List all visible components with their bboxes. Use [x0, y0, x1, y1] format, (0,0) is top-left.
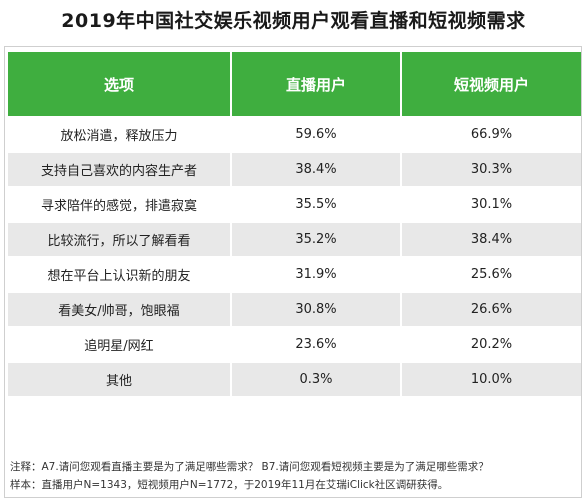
row-option: 寻求陪伴的感觉，排遣寂寞: [8, 188, 230, 221]
row-option: 放松消遣，释放压力: [8, 118, 230, 151]
header-option: 选项: [8, 52, 230, 116]
row-short-value: 30.3%: [402, 153, 581, 186]
sample-text: 样本：直播用户N=1343，短视频用户N=1772，于2019年11月在艾瑞iC…: [10, 479, 449, 491]
header-live-users: 直播用户: [232, 52, 400, 116]
row-short-value: 30.1%: [402, 188, 581, 221]
table-row: 比较流行，所以了解看看 35.2% 38.4%: [8, 223, 581, 256]
row-short-value: 26.6%: [402, 293, 581, 326]
table-row: 其他 0.3% 10.0%: [8, 363, 581, 396]
table-row: 想在平台上认识新的朋友 31.9% 25.6%: [8, 258, 581, 291]
footnotes: 注释：A7.请问您观看直播主要是为了满足哪些需求？ B7.请问您观看短视频主要是…: [10, 458, 489, 494]
row-option: 追明星/网红: [8, 328, 230, 361]
table-frame: [4, 46, 582, 498]
row-option: 想在平台上认识新的朋友: [8, 258, 230, 291]
row-live-value: 59.6%: [232, 118, 400, 151]
row-option: 看美女/帅哥，饱眼福: [8, 293, 230, 326]
row-live-value: 35.5%: [232, 188, 400, 221]
data-table: 选项 直播用户 短视频用户 放松消遣，释放压力 59.6% 66.9% 支持自己…: [6, 50, 583, 398]
row-option: 比较流行，所以了解看看: [8, 223, 230, 256]
row-live-value: 23.6%: [232, 328, 400, 361]
table-row: 看美女/帅哥，饱眼福 30.8% 26.6%: [8, 293, 581, 326]
row-option: 其他: [8, 363, 230, 396]
row-short-value: 38.4%: [402, 223, 581, 256]
row-live-value: 38.4%: [232, 153, 400, 186]
row-live-value: 31.9%: [232, 258, 400, 291]
row-short-value: 66.9%: [402, 118, 581, 151]
table-row: 支持自己喜欢的内容生产者 38.4% 30.3%: [8, 153, 581, 186]
row-short-value: 20.2%: [402, 328, 581, 361]
table-row: 放松消遣，释放压力 59.6% 66.9%: [8, 118, 581, 151]
note-text: 注释：A7.请问您观看直播主要是为了满足哪些需求？ B7.请问您观看短视频主要是…: [10, 461, 489, 473]
table-header-row: 选项 直播用户 短视频用户: [8, 52, 581, 116]
header-short-video-users: 短视频用户: [402, 52, 581, 116]
row-live-value: 35.2%: [232, 223, 400, 256]
row-short-value: 25.6%: [402, 258, 581, 291]
table-row: 追明星/网红 23.6% 20.2%: [8, 328, 581, 361]
table-row: 寻求陪伴的感觉，排遣寂寞 35.5% 30.1%: [8, 188, 581, 221]
row-short-value: 10.0%: [402, 363, 581, 396]
chart-title: 2019年中国社交娱乐视频用户观看直播和短视频需求: [61, 10, 526, 32]
row-live-value: 0.3%: [232, 363, 400, 396]
row-option: 支持自己喜欢的内容生产者: [8, 153, 230, 186]
row-live-value: 30.8%: [232, 293, 400, 326]
